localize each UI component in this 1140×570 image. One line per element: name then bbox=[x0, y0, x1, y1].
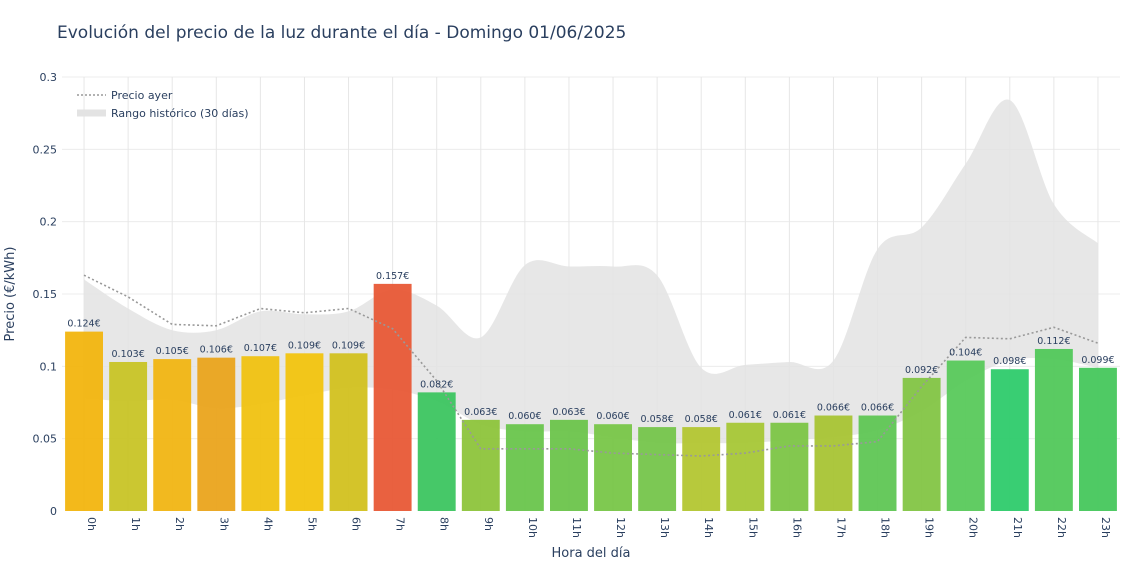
value-label-4h: 0.107€ bbox=[244, 343, 277, 354]
x-tick-label: 0h bbox=[85, 517, 98, 531]
legend: Precio ayer Rango histórico (30 días) bbox=[77, 89, 249, 120]
x-tick-label: 7h bbox=[394, 517, 407, 531]
value-label-18h: 0.066€ bbox=[861, 403, 894, 414]
value-label-20h: 0.104€ bbox=[949, 348, 982, 359]
value-label-13h: 0.058€ bbox=[641, 414, 674, 425]
y-tick-label: 0.15 bbox=[33, 288, 58, 301]
bars bbox=[65, 283, 1117, 511]
bar-6h bbox=[329, 353, 368, 511]
bar-0h bbox=[65, 331, 103, 511]
value-label-5h: 0.109€ bbox=[288, 340, 321, 351]
bar-9h bbox=[461, 419, 500, 511]
value-label-21h: 0.098€ bbox=[993, 356, 1026, 367]
x-tick-label: 13h bbox=[658, 517, 671, 538]
x-tick-label: 6h bbox=[350, 517, 363, 531]
bar-2h bbox=[153, 359, 192, 511]
y-tick-label: 0 bbox=[50, 505, 57, 518]
value-label-1h: 0.103€ bbox=[112, 349, 145, 360]
x-tick-label: 23h bbox=[1099, 517, 1112, 538]
bar-12h bbox=[594, 424, 632, 511]
x-tick-label: 14h bbox=[702, 517, 715, 538]
value-label-23h: 0.099€ bbox=[1081, 355, 1114, 366]
x-tick-label: 22h bbox=[1055, 517, 1068, 538]
chart-title: Evolución del precio de la luz durante e… bbox=[57, 23, 626, 43]
value-label-7h: 0.157€ bbox=[376, 271, 409, 282]
y-tick-label: 0.05 bbox=[33, 433, 58, 446]
value-label-6h: 0.109€ bbox=[332, 340, 365, 351]
x-tick-label: 8h bbox=[438, 517, 451, 531]
value-label-10h: 0.060€ bbox=[508, 411, 541, 422]
bar-22h bbox=[1034, 348, 1073, 511]
historical-range-band bbox=[84, 99, 1098, 444]
value-label-15h: 0.061€ bbox=[729, 410, 762, 421]
x-tick-label: 1h bbox=[129, 517, 142, 531]
bar-10h bbox=[505, 424, 544, 511]
x-tick-label: 20h bbox=[967, 517, 980, 538]
value-label-0h: 0.124€ bbox=[67, 319, 100, 330]
bar-4h bbox=[241, 356, 280, 511]
bar-14h bbox=[682, 427, 721, 511]
x-tick-label: 9h bbox=[482, 517, 495, 531]
x-tick-label: 19h bbox=[923, 517, 936, 538]
value-label-8h: 0.082€ bbox=[420, 379, 453, 390]
bar-17h bbox=[814, 415, 853, 511]
value-label-12h: 0.060€ bbox=[596, 411, 629, 422]
value-label-14h: 0.058€ bbox=[685, 414, 718, 425]
value-label-19h: 0.092€ bbox=[905, 365, 938, 376]
x-tick-label: 17h bbox=[834, 517, 847, 538]
bar-8h bbox=[417, 392, 456, 511]
x-tick-label: 4h bbox=[261, 517, 274, 531]
x-tick-label: 12h bbox=[614, 517, 627, 538]
legend-label-yesterday: Precio ayer bbox=[111, 89, 173, 102]
x-tick-label: 2h bbox=[173, 517, 186, 531]
value-label-3h: 0.106€ bbox=[200, 345, 233, 356]
bar-16h bbox=[770, 422, 809, 511]
value-label-22h: 0.112€ bbox=[1037, 336, 1070, 347]
x-tick-label: 10h bbox=[526, 517, 539, 538]
bar-15h bbox=[726, 422, 765, 511]
bar-13h bbox=[638, 427, 677, 511]
x-tick-label: 3h bbox=[217, 517, 230, 531]
bar-11h bbox=[550, 419, 588, 511]
historical-range-area bbox=[84, 99, 1098, 444]
x-tick-label: 18h bbox=[879, 517, 892, 538]
y-tick-label: 0.2 bbox=[40, 216, 58, 229]
x-tick-label: 11h bbox=[570, 517, 583, 538]
bar-3h bbox=[197, 357, 236, 511]
bar-19h bbox=[902, 377, 941, 511]
yesterday-price-line bbox=[83, 274, 1099, 457]
bar-23h bbox=[1079, 367, 1117, 511]
x-tick-label: 21h bbox=[1011, 517, 1024, 538]
bar-20h bbox=[946, 360, 985, 511]
value-label-16h: 0.061€ bbox=[773, 410, 806, 421]
x-tick-label: 15h bbox=[746, 517, 759, 538]
legend-label-range: Rango histórico (30 días) bbox=[111, 107, 249, 120]
bar-18h bbox=[858, 415, 897, 511]
value-label-17h: 0.066€ bbox=[817, 403, 850, 414]
axes: 0 0.05 0.1 0.15 0.2 0.25 0.3 0h 1h 2h 3h 4h 5h 6h 7h 8h… bbox=[33, 71, 1112, 538]
bar-1h bbox=[109, 361, 148, 511]
value-label-2h: 0.105€ bbox=[156, 346, 189, 357]
y-tick-label: 0.25 bbox=[33, 143, 58, 156]
bar-21h bbox=[990, 369, 1029, 511]
bar-5h bbox=[285, 353, 324, 511]
y-axis-title: Precio (€/kWh) bbox=[3, 247, 18, 342]
x-tick-label: 16h bbox=[790, 517, 803, 538]
value-label-11h: 0.063€ bbox=[552, 407, 585, 418]
value-labels: 0.124€ 0.103€ 0.105€ 0.106€ 0.107€ 0.109€ 0.10… bbox=[67, 271, 1114, 425]
x-tick-label: 5h bbox=[305, 517, 318, 531]
x-axis-title: Hora del día bbox=[552, 546, 631, 561]
y-tick-label: 0.3 bbox=[40, 71, 58, 84]
bar-7h bbox=[373, 283, 412, 511]
value-label-9h: 0.063€ bbox=[464, 407, 497, 418]
yesterday-line-path bbox=[83, 274, 1099, 457]
y-tick-label: 0.1 bbox=[40, 360, 58, 373]
